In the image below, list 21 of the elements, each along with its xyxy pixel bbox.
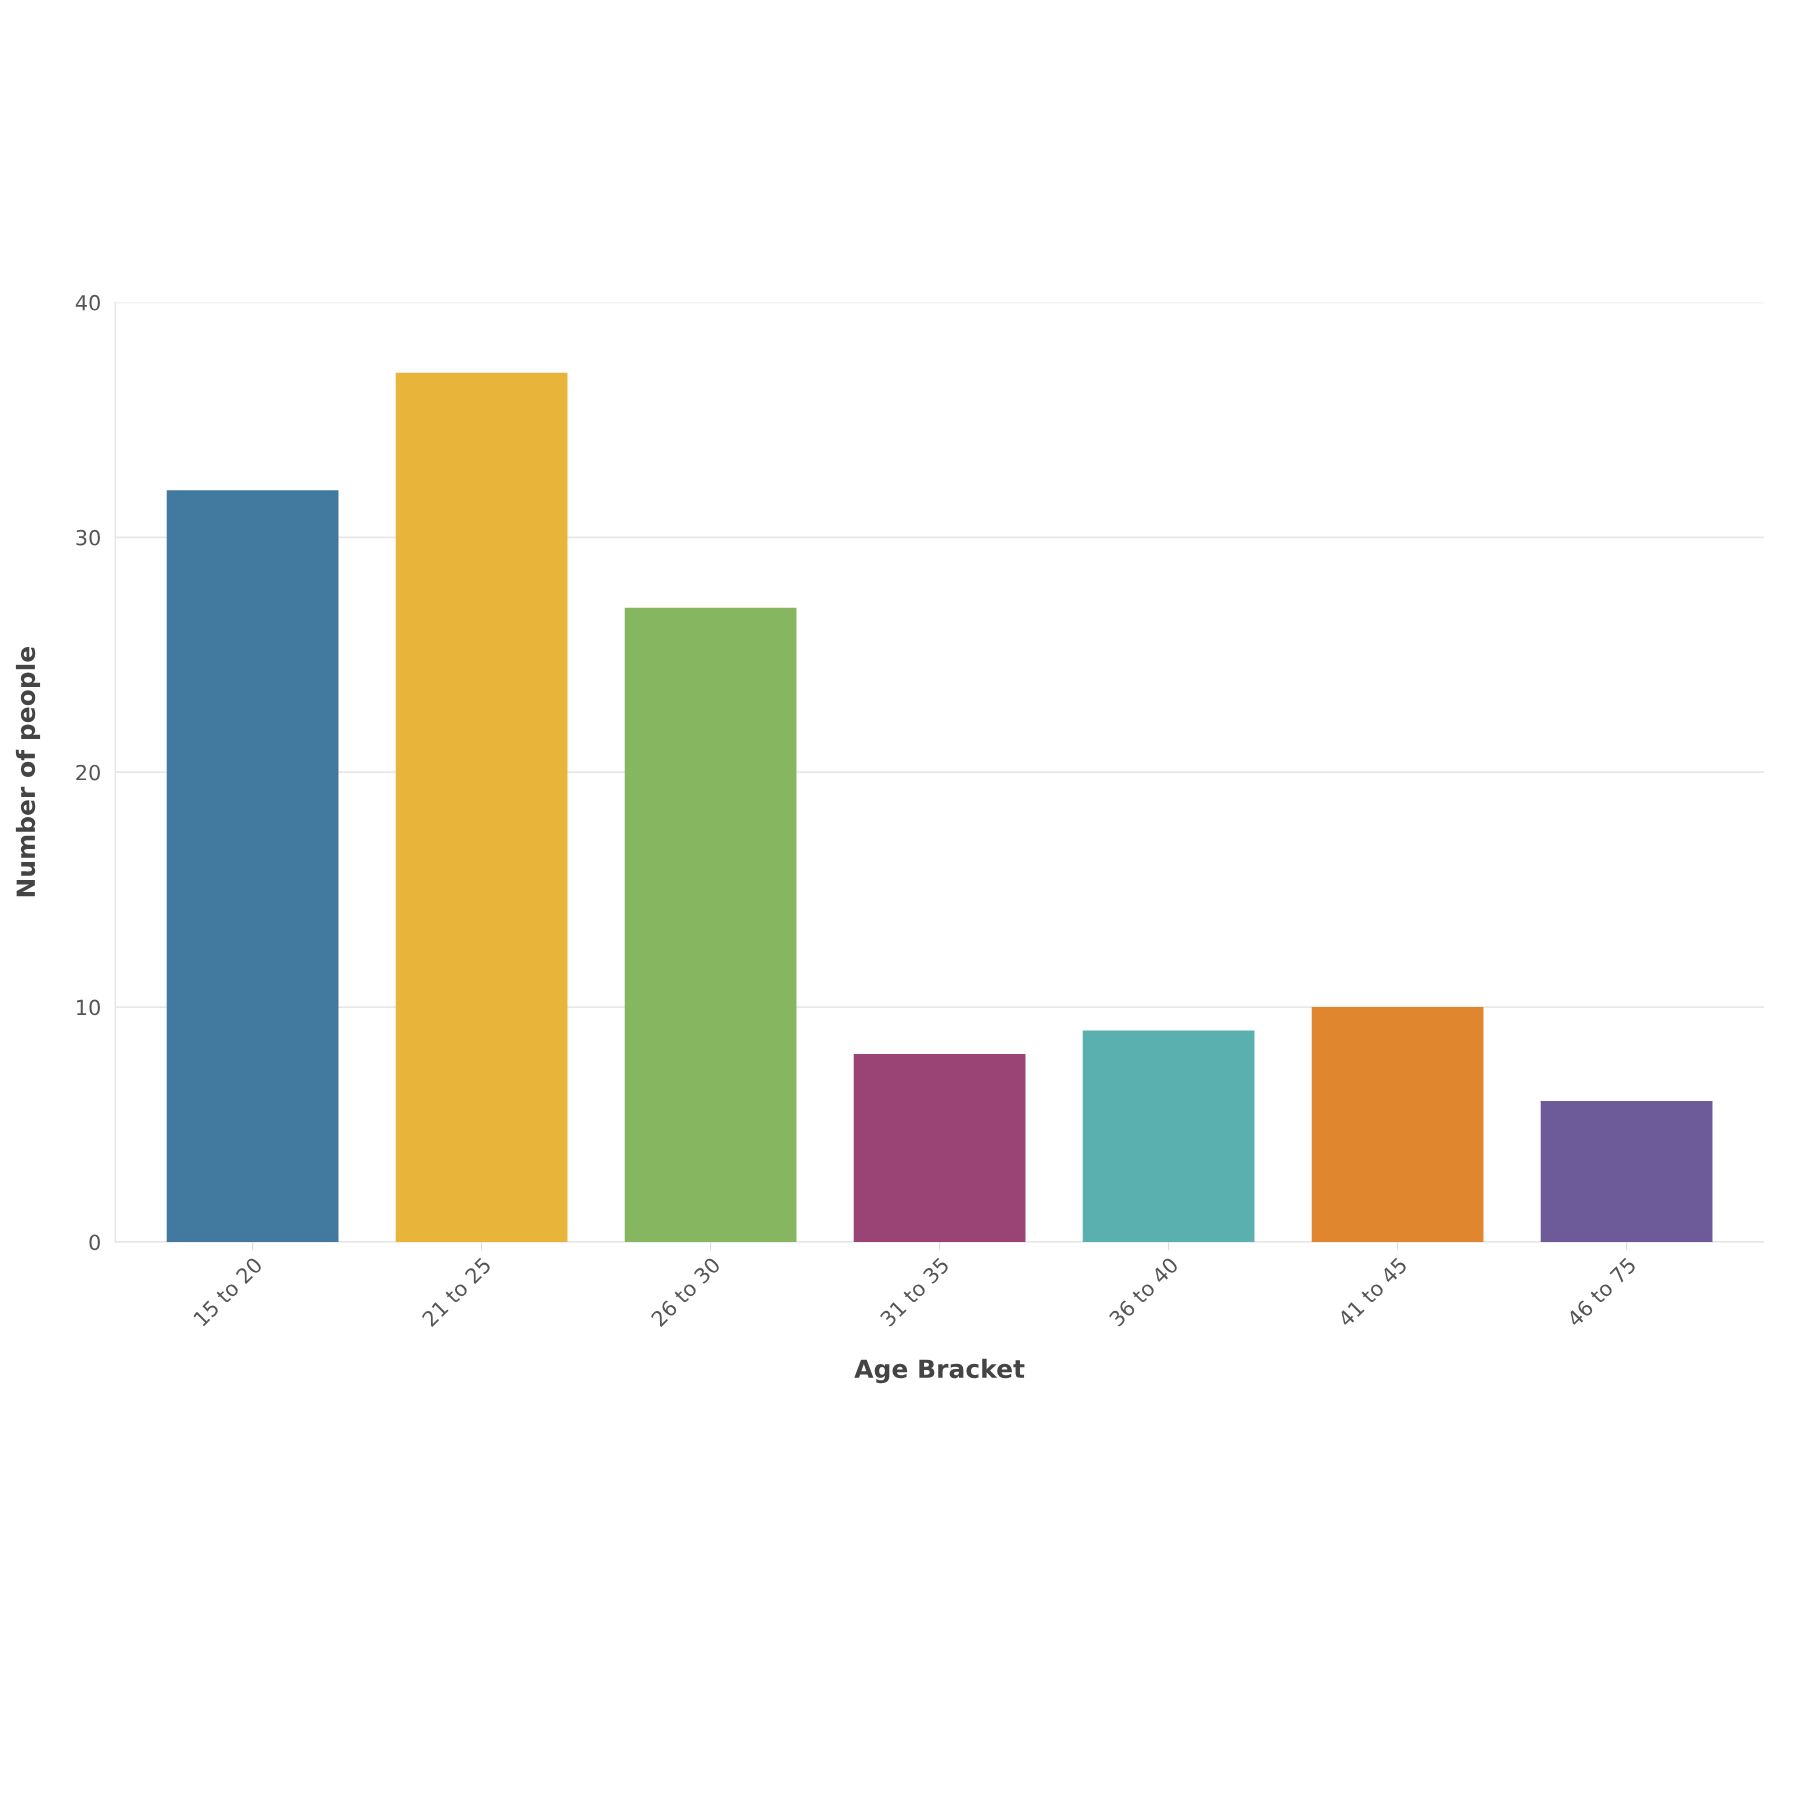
x-tick-label: 41 to 45 bbox=[1337, 1256, 1408, 1328]
x-tick-label: 26 to 30 bbox=[650, 1256, 722, 1328]
bar bbox=[395, 372, 568, 1242]
bar bbox=[624, 607, 797, 1242]
x-tick-label: 21 to 25 bbox=[421, 1256, 492, 1328]
x-axis-title: Age Bracket bbox=[854, 1358, 1025, 1384]
bar bbox=[1311, 1007, 1484, 1242]
x-tick-label: 31 to 35 bbox=[879, 1256, 950, 1328]
y-tick-label: 30 bbox=[76, 529, 100, 546]
y-tick-label: 10 bbox=[77, 999, 100, 1016]
x-tick-label: 15 to 20 bbox=[192, 1256, 264, 1327]
bar bbox=[166, 490, 339, 1242]
bar bbox=[853, 1054, 1026, 1242]
x-tick-label: 46 to 75 bbox=[1565, 1256, 1637, 1328]
y-tick-label: 0 bbox=[89, 1234, 100, 1251]
bar bbox=[1082, 1030, 1255, 1242]
y-tick-label: 40 bbox=[75, 294, 100, 311]
bar bbox=[1540, 1101, 1713, 1242]
x-tick-label: 36 to 40 bbox=[1108, 1256, 1180, 1328]
y-axis-title: Number of people bbox=[15, 646, 41, 897]
y-tick-label: 20 bbox=[76, 764, 100, 781]
